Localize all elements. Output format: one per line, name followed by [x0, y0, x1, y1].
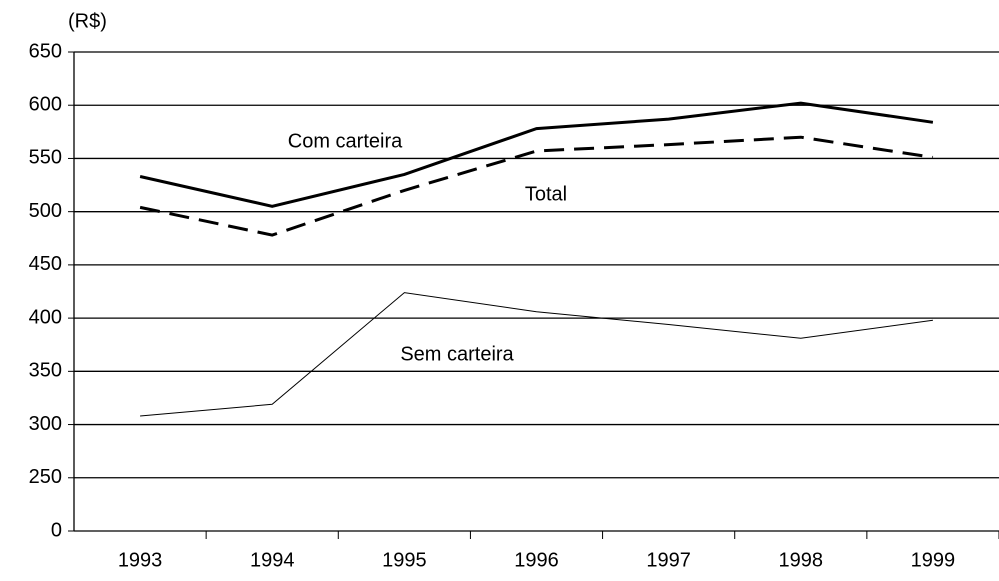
x-tick-label: 1995: [382, 549, 427, 571]
y-tick-label: 300: [29, 413, 62, 435]
y-tick-label: 350: [29, 360, 62, 382]
y-tick-label: 600: [29, 94, 62, 116]
y-tick-label: 400: [29, 306, 62, 328]
y-tick-label: 450: [29, 253, 62, 275]
series-line: [139, 135, 934, 237]
series-label: Total: [525, 183, 567, 205]
x-tick-label: 1998: [779, 549, 824, 571]
x-tick-label: 1997: [646, 549, 691, 571]
x-tick-label: 1994: [250, 549, 295, 571]
x-tick-label: 1999: [911, 549, 956, 571]
y-tick-label: 650: [29, 40, 62, 62]
series-line: [140, 292, 933, 417]
y-unit-label: (R$): [68, 10, 107, 32]
series-line: [139, 101, 934, 208]
x-tick-label: 1996: [514, 549, 559, 571]
y-tick-label: 500: [29, 200, 62, 222]
y-tick-label: 550: [29, 147, 62, 169]
y-tick-label: 0: [51, 519, 62, 541]
series-label: Sem carteira: [400, 343, 514, 365]
x-tick-label: 1993: [118, 549, 163, 571]
y-tick-label: 250: [29, 466, 62, 488]
series-label: Com carteira: [288, 130, 403, 152]
